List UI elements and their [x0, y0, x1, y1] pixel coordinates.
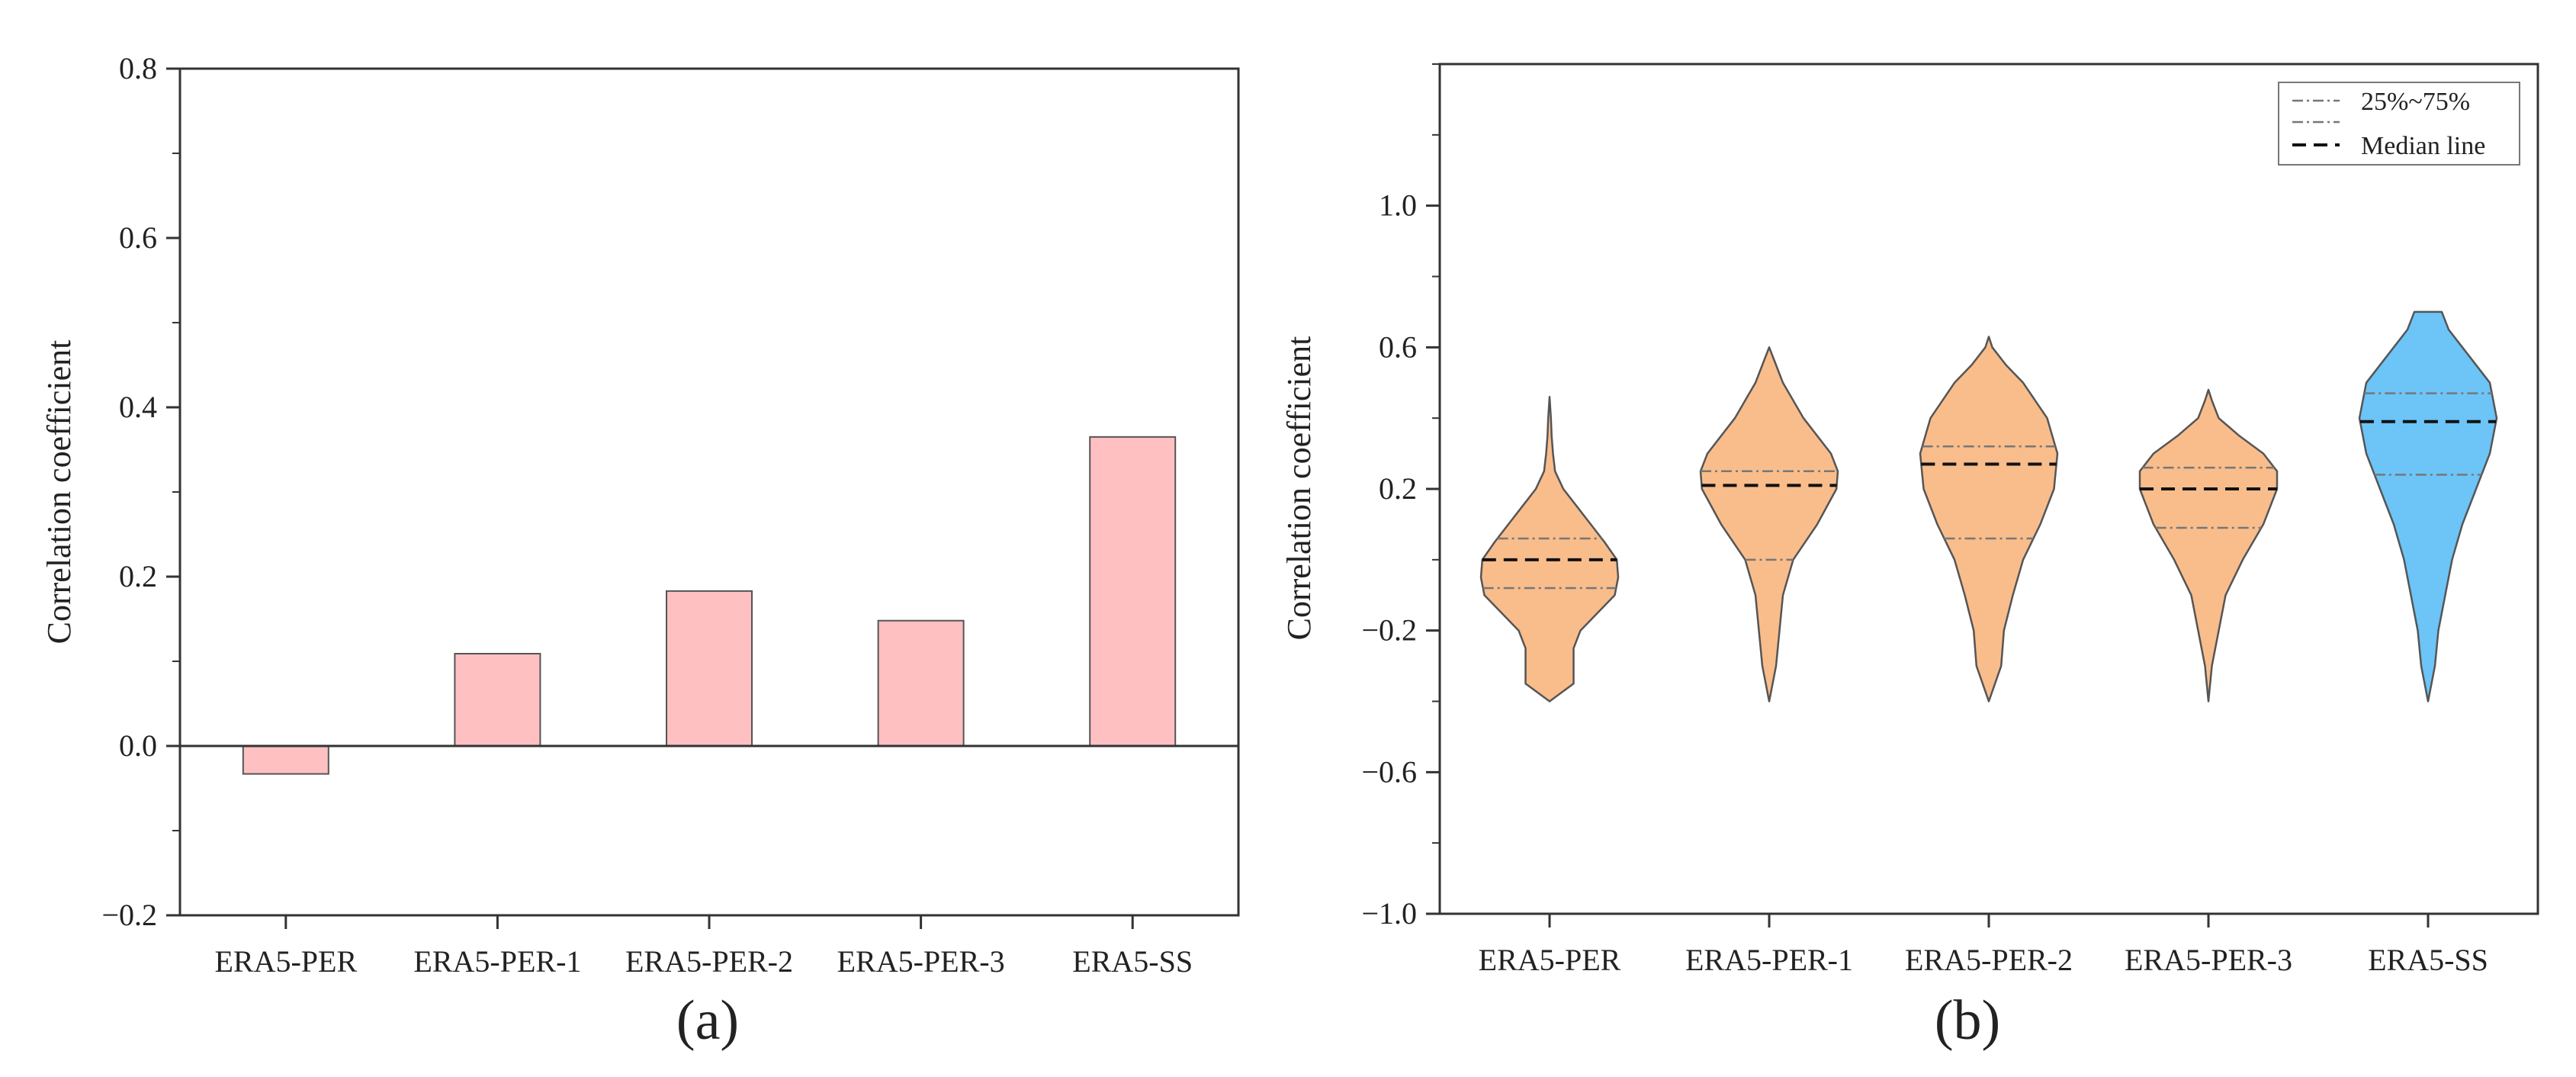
violin-era5-per-3 — [2138, 388, 2279, 702]
y-tick-label: 0.6 — [119, 220, 157, 255]
panel-b-y-axis: −1.0 −0.6 −0.2 0.2 0.6 1.0 — [1361, 63, 1440, 931]
y-tick-label: 0.2 — [1379, 471, 1417, 506]
panel-b-caption: (b) — [1935, 989, 2000, 1052]
x-tick-label: ERA5-PER-2 — [1905, 943, 2073, 977]
panel-a-x-axis: ERA5-PER ERA5-PER-1 ERA5-PER-2 ERA5-PER-3 ER… — [214, 915, 1193, 979]
legend-label-quartiles: 25%~75% — [2361, 88, 2470, 116]
y-tick-label: −1.0 — [1361, 896, 1417, 931]
x-tick-label: ERA5-PER-2 — [625, 944, 793, 979]
x-tick-label: ERA5-PER — [214, 944, 357, 979]
panel-a-y-axis: −0.2 0.0 0.2 0.4 0.6 0.8 — [101, 51, 180, 932]
x-tick-label: ERA5-SS — [1072, 944, 1193, 979]
y-tick-label: −0.2 — [101, 898, 157, 932]
panel-b-x-axis: ERA5-PER ERA5-PER-1 ERA5-PER-2 ERA5-PER-3 ER… — [1479, 914, 2488, 977]
x-tick-label: ERA5-SS — [2368, 943, 2488, 977]
y-tick-label: −0.6 — [1361, 754, 1417, 789]
y-tick-label: 1.0 — [1379, 188, 1417, 223]
panel-b-violins — [1479, 310, 2498, 702]
y-tick-label: 0.4 — [119, 390, 157, 424]
y-tick-label: 0.2 — [119, 559, 157, 593]
panel-a-bar-chart: −0.20.00.20.40.60.8 ERA5-PER ERA5-PER-1 ER… — [40, 51, 1240, 1052]
x-tick-label: ERA5-PER-3 — [837, 944, 1005, 979]
y-tick-label: −0.2 — [1361, 613, 1417, 648]
panel-a-y-axis-title: Correlation coefficient — [40, 340, 78, 645]
bar-era5-per-2 — [666, 590, 753, 747]
panel-b-violin-chart: −1.0 −0.6 −0.2 0.2 0.6 1.0 ERA5-PER ERA5-PER-1… — [1280, 63, 2539, 1052]
legend-box — [2278, 82, 2520, 166]
panel-a-caption: (a) — [676, 989, 739, 1052]
x-tick-label: ERA5-PER — [1479, 943, 1621, 977]
bar-era5-ss — [1089, 436, 1177, 747]
y-tick-label: 0.6 — [1379, 330, 1417, 364]
violin-era5-per — [1479, 396, 1620, 702]
bar-era5-per-3 — [877, 619, 965, 747]
y-tick-label: 0.8 — [119, 51, 157, 85]
bar-era5-per — [242, 745, 329, 775]
violin-era5-ss — [2358, 310, 2498, 702]
bar-era5-per-1 — [454, 653, 541, 747]
panel-a-frame — [178, 67, 1240, 917]
legend-label-median: Median line — [2361, 132, 2485, 160]
violin-era5-per-1 — [1699, 346, 1839, 702]
panel-a-bars — [242, 436, 1177, 775]
legend: 25%~75% Median line — [2278, 82, 2520, 166]
x-tick-label: ERA5-PER-1 — [413, 944, 581, 979]
violin-era5-per-2 — [1919, 336, 2059, 702]
y-tick-label: 0.0 — [119, 728, 157, 763]
x-tick-label: ERA5-PER-3 — [2125, 943, 2292, 977]
panel-b-y-axis-title: Correlation coefficient — [1280, 336, 1318, 641]
x-tick-label: ERA5-PER-1 — [1685, 943, 1853, 977]
